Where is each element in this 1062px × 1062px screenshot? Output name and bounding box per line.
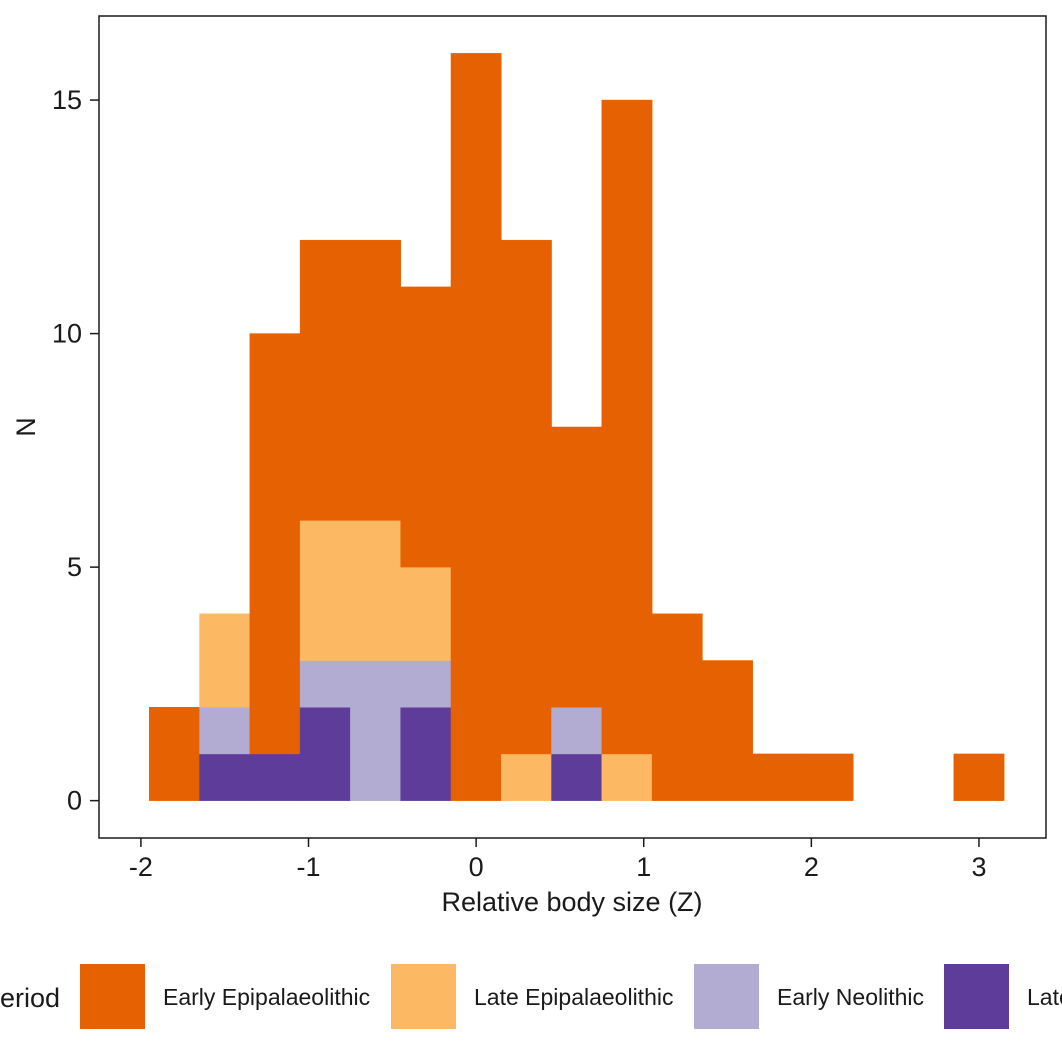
- y-axis-title: N: [11, 417, 41, 437]
- histogram-bar: [501, 239, 552, 755]
- x-tick-label: -2: [129, 852, 153, 882]
- y-tick-label: 5: [67, 552, 82, 582]
- y-tick-label: 10: [52, 319, 82, 349]
- histogram-bar: [299, 520, 351, 661]
- histogram-bar: [551, 426, 603, 708]
- histogram-bar: [601, 753, 653, 801]
- histogram-bar: [702, 660, 753, 801]
- x-tick-label: 0: [469, 852, 484, 882]
- x-axis: -2 -1 0 1 2 3: [129, 838, 986, 882]
- legend-label: Early Neolithic: [777, 984, 924, 1010]
- bar-layer: [149, 53, 1005, 801]
- histogram-bar: [501, 753, 552, 801]
- x-axis-title: Relative body size (Z): [441, 887, 702, 917]
- histogram-bar: [953, 753, 1005, 801]
- histogram-bar: [350, 520, 401, 661]
- histogram-bar: [400, 660, 452, 708]
- legend: Period Early Epipalaeolithic Late Epipalae…: [0, 964, 1062, 1029]
- histogram-bar: [199, 613, 251, 708]
- legend-title: Period: [0, 983, 60, 1013]
- histogram-bar: [249, 753, 301, 801]
- histogram-bar: [199, 706, 251, 755]
- histogram-bar: [802, 753, 854, 801]
- histogram-bar: [601, 99, 653, 755]
- histogram-bar: [752, 753, 804, 801]
- histogram-bar: [400, 706, 452, 801]
- histogram-bar: [350, 239, 401, 521]
- legend-swatch: [391, 964, 456, 1029]
- x-tick-label: -1: [297, 852, 321, 882]
- legend-swatch: [80, 964, 145, 1029]
- histogram-bar: [400, 566, 452, 661]
- histogram-bar: [299, 706, 351, 801]
- histogram-bar: [249, 333, 301, 755]
- legend-label: Late Epipalaeolithic: [474, 984, 673, 1010]
- histogram-bar: [199, 753, 251, 801]
- histogram-bar: [299, 239, 351, 521]
- histogram-bar: [651, 613, 703, 801]
- y-tick-label: 0: [67, 786, 82, 816]
- x-tick-label: 3: [971, 852, 986, 882]
- histogram-bar: [551, 753, 603, 801]
- x-tick-label: 2: [804, 852, 819, 882]
- y-tick-label: 15: [52, 85, 82, 115]
- histogram-bar: [400, 286, 452, 568]
- legend-label: Early Epipalaeolithic: [163, 984, 370, 1010]
- histogram-bar: [299, 660, 351, 708]
- histogram-bar: [450, 53, 502, 801]
- legend-swatch: [694, 964, 759, 1029]
- histogram-bar: [149, 706, 200, 801]
- histogram-bar: [551, 706, 603, 755]
- histogram-bar: [350, 660, 401, 801]
- y-axis: 0 5 10 15: [52, 85, 99, 816]
- legend-swatch: [944, 964, 1009, 1029]
- x-tick-label: 1: [636, 852, 651, 882]
- legend-label: Late Neolithic: [1027, 984, 1062, 1010]
